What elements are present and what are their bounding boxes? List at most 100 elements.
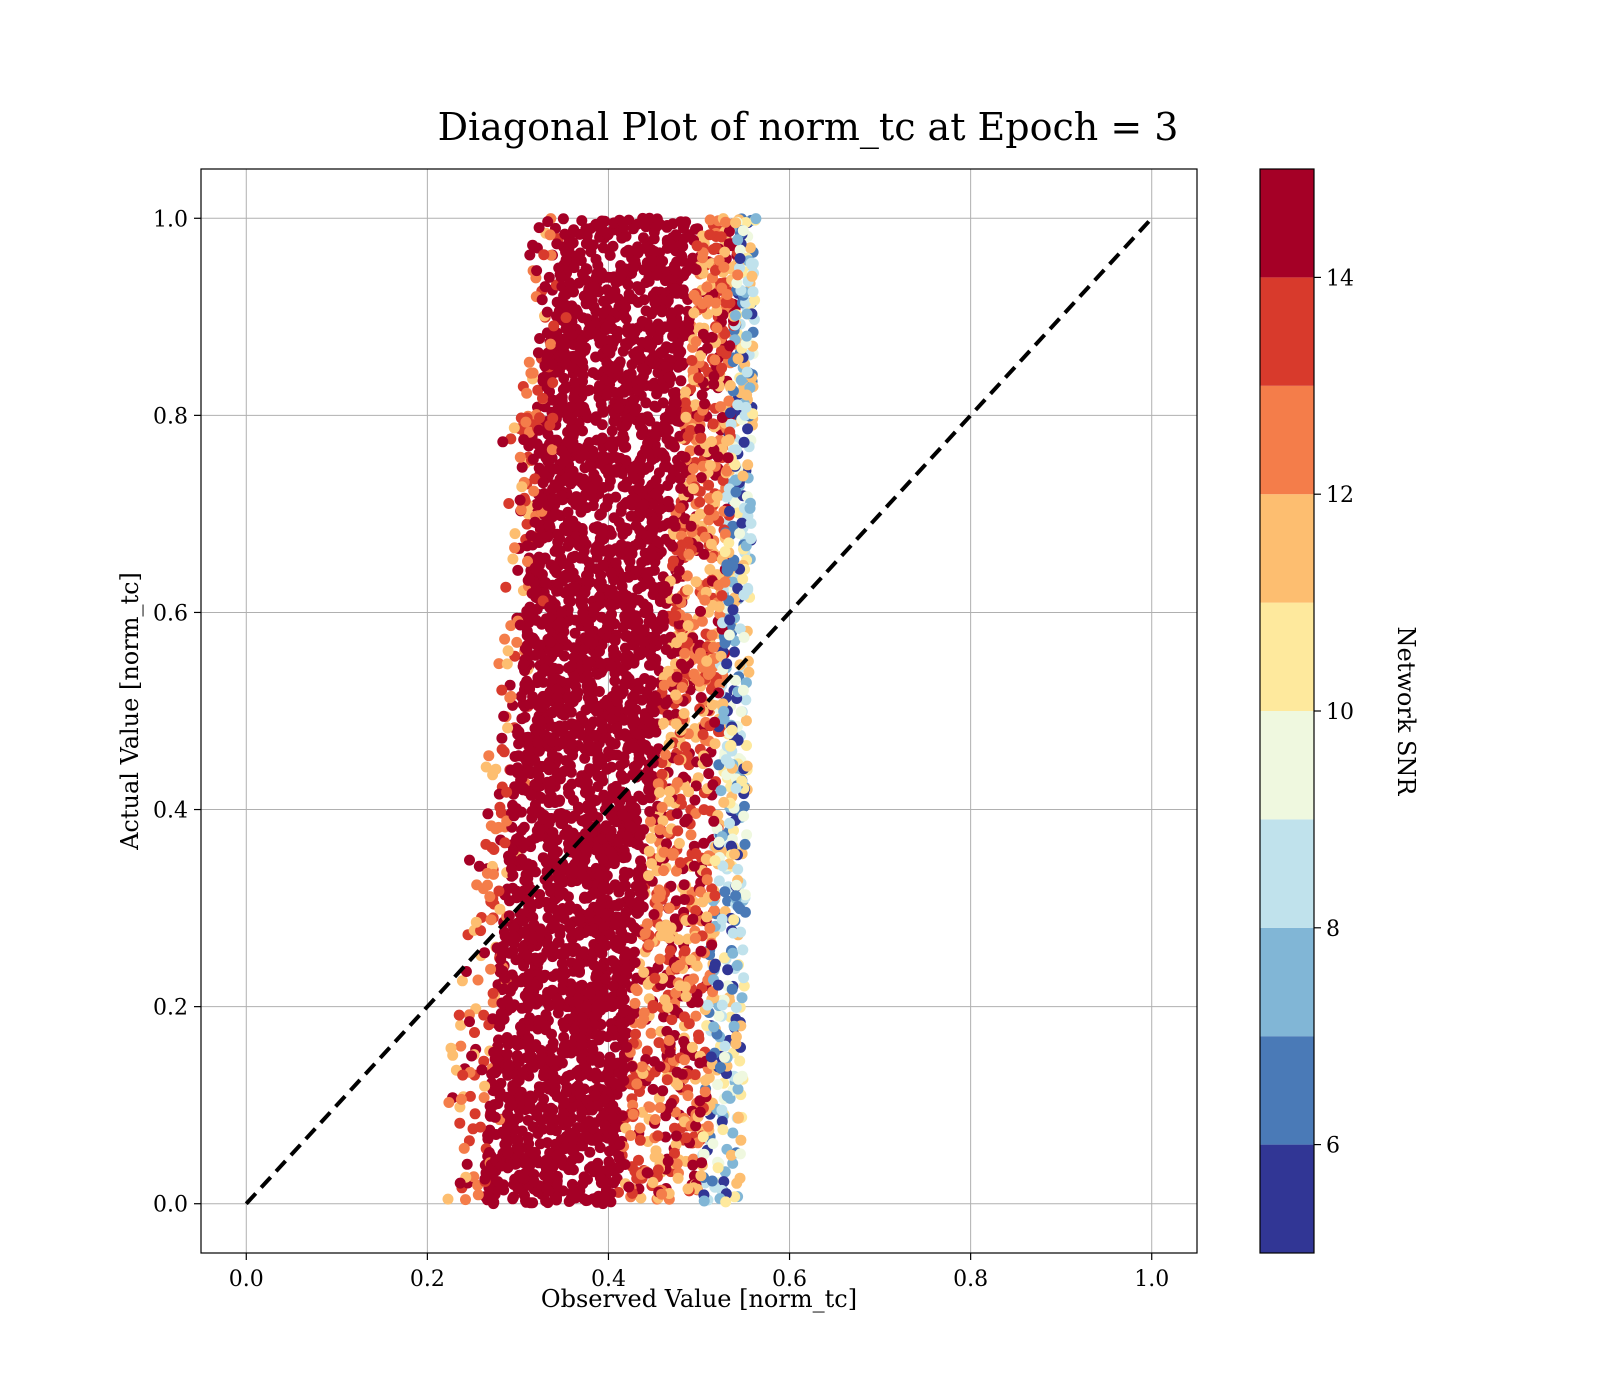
scatter-point	[534, 830, 546, 842]
scatter-point	[574, 228, 586, 240]
scatter-point	[585, 461, 597, 473]
scatter-point	[442, 1193, 454, 1205]
scatter-point	[596, 267, 607, 279]
scatter-point	[647, 1177, 659, 1188]
scatter-point	[641, 1167, 653, 1179]
scatter-point	[528, 485, 540, 497]
scatter-point	[496, 684, 508, 696]
scatter-point	[597, 404, 609, 416]
scatter-point	[696, 252, 708, 264]
scatter-point	[559, 299, 571, 311]
scatter-point	[662, 665, 674, 677]
scatter-point	[679, 513, 691, 525]
scatter-point	[721, 465, 733, 477]
scatter-point	[626, 933, 638, 944]
scatter-point	[619, 420, 631, 432]
scatter-point	[522, 555, 533, 567]
scatter-point	[546, 444, 558, 456]
scatter-point	[563, 536, 575, 548]
scatter-point	[570, 688, 582, 700]
scatter-point	[738, 436, 750, 448]
scatter-point	[586, 1054, 598, 1066]
scatter-point	[565, 414, 577, 426]
scatter-point	[664, 945, 676, 957]
scatter-point	[528, 1175, 540, 1187]
scatter-point	[580, 297, 592, 309]
scatter-point	[718, 1176, 730, 1188]
scatter-point	[562, 516, 574, 528]
scatter-point	[568, 392, 580, 404]
scatter-point	[705, 1051, 717, 1063]
scatter-point	[636, 694, 648, 706]
scatter-point	[716, 1116, 728, 1127]
scatter-point	[724, 817, 735, 829]
scatter-point	[648, 358, 660, 370]
scatter-point	[651, 269, 663, 281]
scatter-point	[711, 490, 723, 502]
scatter-point	[601, 357, 613, 369]
scatter-point	[665, 318, 677, 330]
scatter-point	[468, 1171, 480, 1183]
scatter-point	[570, 849, 582, 861]
scatter-point	[670, 689, 682, 701]
scatter-point	[643, 939, 655, 951]
scatter-point	[730, 310, 741, 321]
scatter-point	[516, 713, 528, 725]
scatter-point	[730, 674, 741, 686]
scatter-point	[730, 486, 742, 498]
scatter-point	[615, 926, 627, 938]
scatter-point	[556, 607, 568, 619]
scatter-point	[723, 225, 735, 237]
scatter-point	[484, 891, 496, 903]
scatter-point	[591, 475, 603, 487]
scatter-point	[590, 730, 602, 741]
scatter-point	[732, 1112, 744, 1124]
scatter-point	[613, 998, 625, 1010]
scatter-point	[582, 385, 593, 397]
scatter-point	[548, 320, 560, 332]
scatter-point	[718, 705, 730, 717]
scatter-point	[704, 666, 716, 678]
scatter-point	[707, 418, 719, 430]
scatter-point	[655, 347, 667, 359]
scatter-point	[698, 804, 710, 816]
scatter-point	[658, 717, 670, 729]
scatter-point	[737, 684, 749, 696]
scatter-point	[541, 1137, 553, 1149]
scatter-point	[633, 1154, 644, 1166]
scatter-point	[670, 1139, 682, 1150]
scatter-point	[728, 914, 740, 926]
scatter-point	[704, 564, 716, 575]
scatter-point	[674, 980, 686, 992]
scatter-point	[630, 1028, 641, 1040]
scatter-point	[701, 911, 713, 923]
scatter-point	[671, 777, 683, 789]
scatter-point	[558, 765, 570, 777]
scatter-point	[576, 215, 588, 227]
scatter-point	[547, 841, 559, 853]
scatter-point	[698, 548, 710, 560]
scatter-point	[646, 858, 657, 870]
scatter-point	[562, 506, 574, 518]
scatter-point	[660, 533, 672, 545]
scatter-point	[697, 298, 709, 310]
scatter-point	[531, 438, 543, 450]
scatter-point	[577, 425, 588, 437]
scatter-point	[690, 808, 702, 819]
scatter-point	[618, 308, 630, 320]
scatter-point	[615, 260, 627, 271]
scatter-point	[718, 796, 730, 808]
scatter-point	[514, 451, 526, 463]
scatter-point	[607, 980, 619, 992]
scatter-point	[558, 1098, 570, 1109]
scatter-point	[628, 394, 640, 406]
scatter-point	[597, 881, 609, 893]
scatter-point	[697, 729, 709, 740]
scatter-point	[526, 805, 538, 817]
scatter-point	[634, 524, 646, 536]
scatter-point	[704, 460, 716, 471]
scatter-point	[654, 1102, 666, 1114]
scatter-point	[542, 216, 554, 228]
scatter-point	[493, 963, 505, 974]
scatter-point	[533, 898, 544, 909]
